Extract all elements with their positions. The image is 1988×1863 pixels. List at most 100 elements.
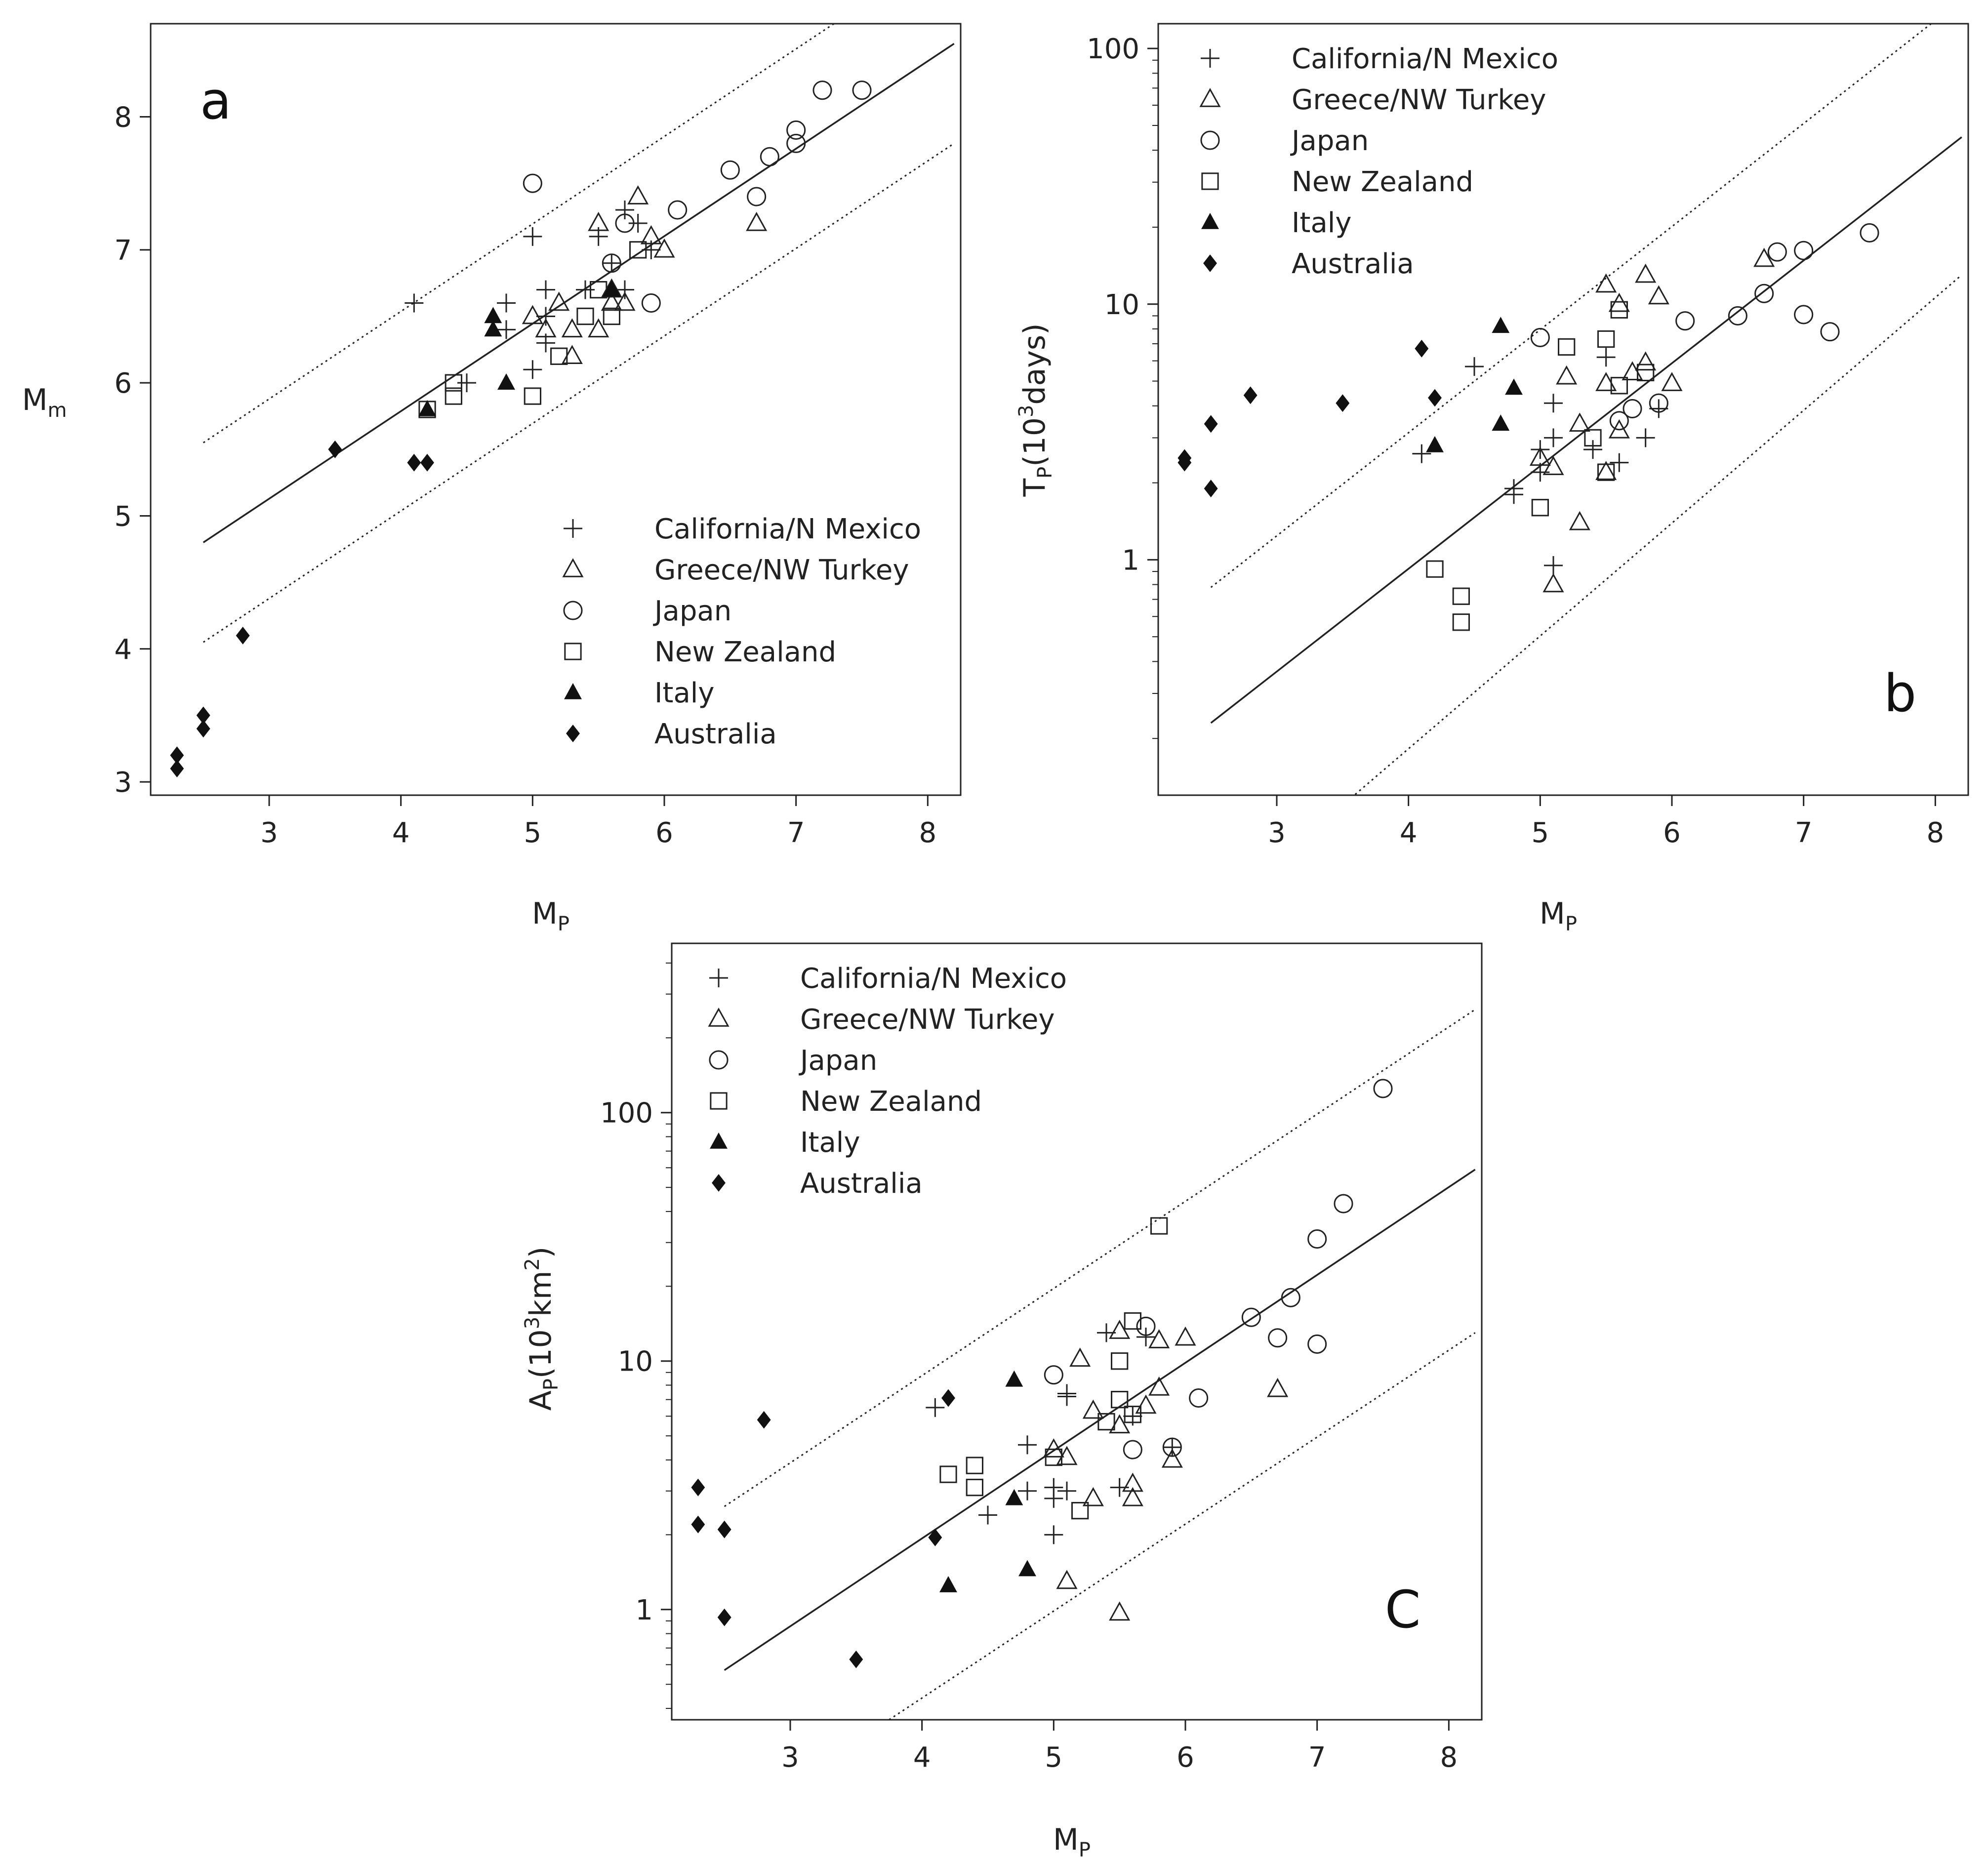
data-point-australia	[236, 626, 250, 645]
series-new-zealand	[939, 1217, 1168, 1520]
legend: California/N Mexico Greece/NW Turkey Japan…	[708, 963, 1067, 1200]
data-point-greece-nw-turkey	[1056, 1570, 1078, 1589]
x-axis-title: MP	[1053, 1822, 1091, 1862]
x-tick-label: 3	[1268, 817, 1286, 849]
legend-marker-new-zealand	[1201, 172, 1219, 190]
data-point-australia	[757, 1411, 771, 1429]
x-tick-label: 7	[787, 817, 805, 849]
data-point-greece-nw-turkey	[1161, 1448, 1183, 1468]
x-tick-label: 4	[913, 1742, 931, 1774]
data-point-japan	[1675, 311, 1695, 331]
data-point-italy	[418, 400, 436, 416]
legend-label-new-zealand: New Zealand	[654, 636, 836, 668]
data-point-italy	[1018, 1560, 1036, 1577]
data-point-california-n-mexico	[1044, 1525, 1063, 1544]
data-point-italy	[1426, 436, 1444, 452]
data-point-australia	[717, 1608, 731, 1626]
data-point-australia	[1204, 415, 1218, 433]
data-point-australia	[328, 440, 342, 458]
y-tick-label: 3	[114, 767, 132, 799]
x-tick-label: 7	[1795, 817, 1813, 849]
data-point-greece-nw-turkey	[1082, 1399, 1104, 1419]
x-axis-title: MP	[1540, 896, 1577, 935]
series-new-zealand	[418, 241, 647, 418]
upper-bound-line	[724, 1009, 1476, 1507]
legend-marker-japan	[563, 601, 583, 620]
legend-marker-japan	[1200, 130, 1220, 150]
data-point-japan	[760, 147, 779, 166]
data-point-california-n-mexico	[1136, 1328, 1155, 1346]
data-point-new-zealand	[1531, 499, 1549, 517]
lower-bound-line	[203, 143, 955, 643]
legend-label-greece-nw-turkey: Greece/NW Turkey	[654, 554, 909, 586]
data-point-japan	[786, 133, 806, 153]
data-point-new-zealand	[966, 1478, 983, 1497]
data-point-california-n-mexico	[1636, 428, 1655, 447]
data-point-greece-nw-turkey	[1122, 1487, 1143, 1506]
data-point-new-zealand	[1452, 613, 1470, 631]
panel-label: a	[200, 71, 232, 131]
y-tick-label: 1	[635, 1594, 653, 1626]
data-point-japan	[1530, 327, 1550, 348]
data-point-australia	[1177, 449, 1192, 467]
data-point-greece-nw-turkey	[1109, 1601, 1131, 1621]
x-tick-label: 3	[781, 1742, 799, 1774]
upper-bound-line	[1210, 24, 1933, 588]
legend-marker-greece-nw-turkey	[1199, 87, 1221, 107]
data-point-australia	[1243, 386, 1258, 405]
data-point-new-zealand	[603, 307, 620, 325]
data-point-greece-nw-turkey	[1556, 365, 1578, 385]
data-point-japan	[1307, 1229, 1327, 1249]
data-point-japan	[1307, 1334, 1327, 1354]
data-point-new-zealand	[1584, 429, 1602, 447]
data-point-australia	[196, 720, 210, 738]
data-point-new-zealand	[629, 241, 647, 259]
regression-line	[724, 1169, 1476, 1671]
data-point-italy	[1005, 1489, 1023, 1505]
data-point-new-zealand	[1045, 1448, 1062, 1466]
data-point-italy	[497, 373, 515, 390]
legend-label-japan: Japan	[1290, 125, 1369, 157]
data-point-greece-nw-turkey	[1529, 446, 1551, 466]
data-layer	[1177, 24, 1962, 795]
series-italy	[1426, 317, 1523, 452]
data-point-japan	[812, 81, 832, 100]
data-point-japan	[786, 120, 806, 140]
x-tick-label: 4	[392, 817, 410, 849]
series-japan	[1530, 223, 1879, 431]
data-point-japan	[1609, 411, 1629, 431]
data-point-greece-nw-turkey	[588, 211, 609, 231]
data-point-california-n-mexico	[1596, 348, 1616, 367]
legend-marker-australia	[566, 725, 580, 742]
data-point-japan	[852, 81, 872, 100]
series-greece-nw-turkey	[1529, 247, 1775, 593]
legend-marker-california-n-mexico	[564, 519, 582, 538]
data-point-california-n-mexico	[615, 201, 634, 220]
data-point-new-zealand	[1610, 301, 1628, 319]
data-point-japan	[1794, 305, 1814, 324]
legend-label-italy: Italy	[654, 677, 715, 709]
legend-label-california-n-mexico: California/N Mexico	[1292, 43, 1558, 75]
legend-label-new-zealand: New Zealand	[800, 1086, 982, 1118]
y-axis-title: AP(103km2)	[521, 1247, 563, 1411]
series-italy	[418, 280, 621, 416]
plot-frame	[1157, 23, 1969, 796]
lower-bound-line	[1353, 274, 1962, 795]
data-point-greece-nw-turkey	[1569, 511, 1590, 530]
legend-label-australia: Australia	[654, 718, 777, 750]
data-point-new-zealand	[966, 1457, 983, 1474]
data-point-greece-nw-turkey	[535, 318, 557, 338]
data-point-new-zealand	[939, 1465, 957, 1483]
data-layer	[170, 24, 955, 778]
data-point-greece-nw-turkey	[522, 305, 543, 324]
data-point-italy	[939, 1576, 957, 1592]
y-tick-label: 6	[114, 367, 132, 400]
data-point-new-zealand	[1597, 330, 1615, 348]
data-point-greece-nw-turkey	[548, 291, 570, 311]
data-point-australia	[407, 453, 421, 472]
series-new-zealand	[1426, 301, 1655, 631]
data-point-greece-nw-turkey	[1542, 573, 1564, 593]
legend-label-greece-nw-turkey: Greece/NW Turkey	[1292, 84, 1546, 116]
data-point-japan	[523, 173, 542, 193]
data-point-japan	[1268, 1328, 1288, 1348]
